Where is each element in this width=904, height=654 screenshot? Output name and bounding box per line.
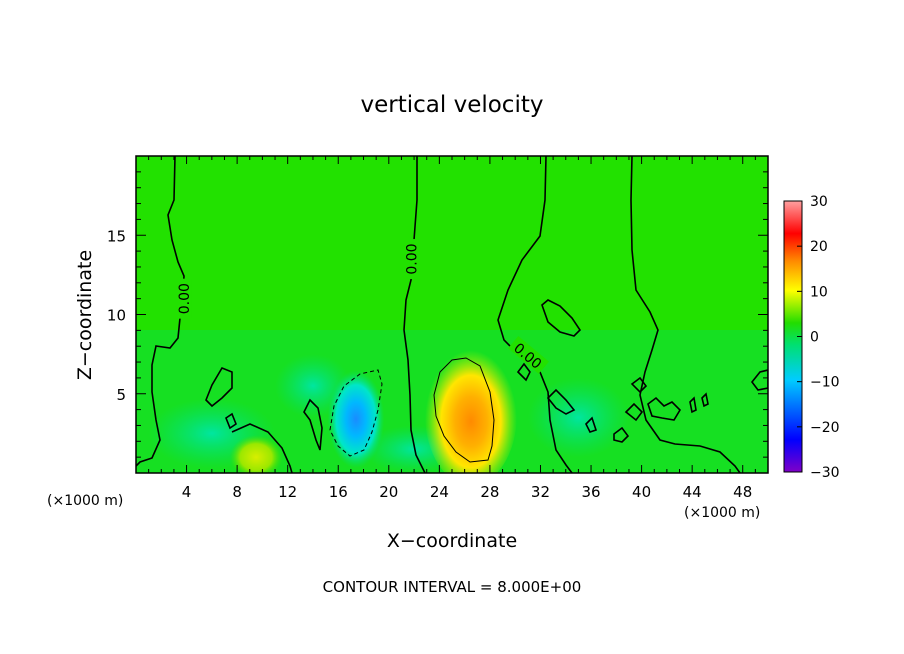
contour-small-loop-4 [231,423,293,473]
x-tick-label-28: 28 [480,483,499,501]
contour-small-loop-1 [541,299,582,337]
contour-small-loop-10 [624,402,644,422]
contour-small-loop-9 [630,376,648,394]
contour-labels: 0.000.000.00 [175,239,549,374]
colorbar-ticks: 30 20 10 0 −10 −20 −30 [797,194,840,481]
contour-small-loop-8 [613,426,630,443]
contour-small-loop-12 [689,396,697,414]
x-tick-label-48: 48 [733,483,752,501]
contour-small-loop-2 [205,367,233,408]
contour-small-loop-13 [701,392,709,408]
contour-positive-updraft [433,357,495,463]
y-tick-label-5: 5 [116,386,126,404]
x-tick-label-4: 4 [182,483,192,501]
y-axis-label: Z−coordinate [74,250,96,380]
colorbar-tick-label-30: 30 [810,194,828,210]
contour-label-bg-2 [402,239,419,280]
colorbar-tick-label-20: 20 [810,239,828,255]
x-tick-label-40: 40 [632,483,651,501]
chart-title: vertical velocity [361,92,544,118]
contour-label-2: 0.00 [405,243,421,274]
y-axis: 5 10 15 [107,171,768,458]
contour-label-group-1: 0.00 [175,278,193,319]
colorbar-tick-label--10: −10 [810,375,840,391]
contour-label-1: 0.00 [177,283,193,314]
contour-lines [136,156,768,473]
colorbar-tick-label--30: −30 [810,465,840,481]
contour-label-group-2: 0.00 [402,239,421,280]
contour-label-bg-1 [175,278,192,319]
contour-negative-downdraft [329,369,383,457]
field-downdraft [327,370,385,468]
x-tick-label-20: 20 [379,483,398,501]
contour-label-bg-3 [508,335,549,374]
x-axis-label: X−coordinate [387,530,517,552]
contour-zero-left [136,156,185,467]
field-updraft [424,343,517,473]
colorbar-tick-label-0: 0 [810,330,819,346]
contour-small-loop-15 [516,362,531,382]
colorbar: 30 20 10 0 −10 −20 −30 [783,194,840,481]
field-shade-3 [527,377,629,458]
contour-interval-note: CONTOUR INTERVAL = 8.000E+00 [323,578,582,596]
x-tick-label-12: 12 [278,483,297,501]
y-tick-label-15: 15 [107,227,126,245]
x-tick-label-36: 36 [581,483,600,501]
x-tick-label-32: 32 [531,483,550,501]
contour-small-loop-3 [225,412,237,430]
contour-small-loop-6 [546,388,576,415]
x-tick-label-8: 8 [232,483,242,501]
contour-small-loop-11 [647,396,682,421]
field-warm-patch-low [229,434,283,473]
x-tick-label-44: 44 [683,483,702,501]
contour-small-loop-7 [585,416,598,433]
colorbar-tick-label--20: −20 [810,420,840,436]
x-axis: 4 8 12 16 20 24 28 32 36 40 44 48 [148,156,756,501]
contour-small-loop-14 [750,369,768,391]
contour-small-loop-5 [303,398,323,451]
contour-zero-right-b [630,156,741,473]
x-unit-right: (×1000 m) [684,505,760,521]
colorbar-tick-label-10: 10 [810,284,828,300]
x-tick-label-24: 24 [430,483,449,501]
y-tick-label-10: 10 [107,307,126,325]
x-tick-label-16: 16 [329,483,348,501]
contour-zero-center [403,156,426,473]
x-unit-left: (×1000 m) [47,493,123,509]
plot-area [136,156,768,473]
